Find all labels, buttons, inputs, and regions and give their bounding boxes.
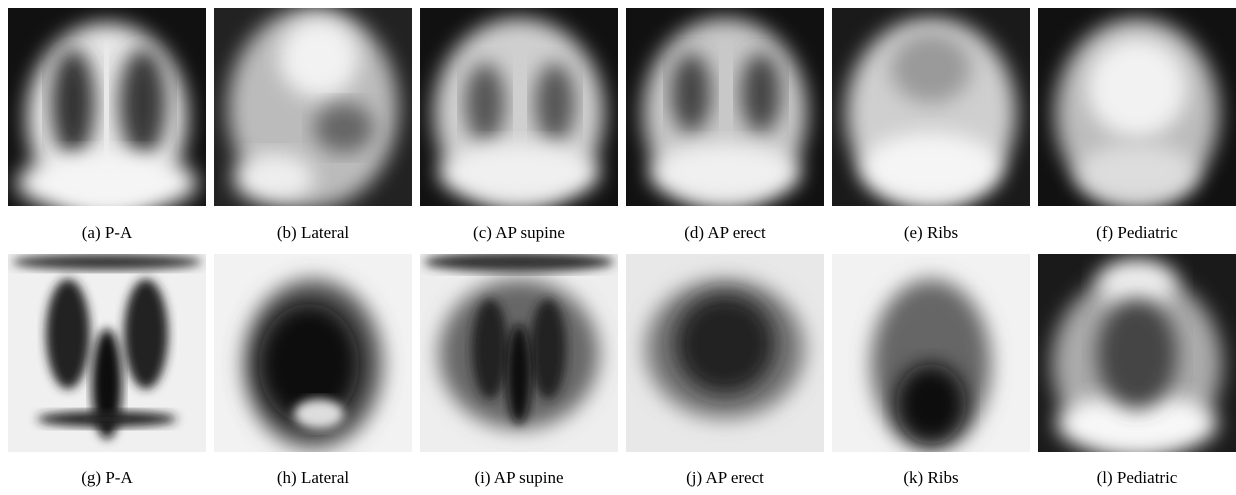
panel-caption: (f) Pediatric xyxy=(1096,223,1178,242)
image-shade xyxy=(124,279,168,389)
image-shade xyxy=(51,48,95,158)
image-shade xyxy=(741,53,781,133)
image-shade xyxy=(530,299,566,399)
image-shade xyxy=(12,254,202,270)
image-shade xyxy=(314,103,374,153)
image-shade xyxy=(279,18,359,98)
panel-caption: (a) P-A xyxy=(82,223,133,242)
image-shade xyxy=(294,399,344,429)
xray-image xyxy=(8,254,206,452)
xray-image xyxy=(832,8,1030,208)
image-shade xyxy=(234,153,314,203)
xray-image xyxy=(8,8,206,213)
image-shade xyxy=(37,411,177,427)
image-shade xyxy=(472,299,508,399)
image-shade xyxy=(17,153,197,213)
figure: (a) P-A (b) Lateral (c) AP supine (d) AP er… xyxy=(0,0,1236,495)
panel-caption: (k) Ribs xyxy=(903,468,958,487)
xray-image xyxy=(420,8,618,208)
image-shade xyxy=(46,279,90,389)
image-shade xyxy=(535,63,575,143)
xray-image xyxy=(626,8,824,208)
panel-caption: (e) Ribs xyxy=(904,223,958,242)
panel-caption: (h) Lateral xyxy=(277,468,349,487)
image-shade xyxy=(896,364,966,444)
panel-caption: (b) Lateral xyxy=(277,223,349,242)
image-shade xyxy=(424,252,614,272)
panel-caption: (d) AP erect xyxy=(684,223,766,242)
image-shade xyxy=(671,53,711,133)
image-shade xyxy=(465,63,505,143)
image-shade xyxy=(439,143,599,203)
image-shade xyxy=(507,324,531,424)
image-shade xyxy=(119,48,167,158)
panel-caption: (i) AP supine xyxy=(474,468,563,487)
panel-caption: (l) Pediatric xyxy=(1097,468,1178,487)
image-shade xyxy=(650,143,800,203)
image-shade xyxy=(1077,143,1197,203)
panel-caption: (c) AP supine xyxy=(473,223,565,242)
image-shade xyxy=(675,294,775,394)
panel-caption: (g) P-A xyxy=(81,468,133,487)
image-shade xyxy=(1097,299,1177,409)
image-shade xyxy=(891,33,971,103)
xray-image xyxy=(832,254,1030,452)
xray-image xyxy=(626,254,824,452)
xray-image xyxy=(214,254,412,452)
panel-caption: (j) AP erect xyxy=(686,468,764,487)
xray-image xyxy=(420,252,618,452)
xray-image xyxy=(214,8,412,208)
image-shade xyxy=(861,133,1001,203)
image-shade xyxy=(1087,38,1187,138)
xray-image xyxy=(1038,8,1236,208)
xray-image xyxy=(1038,254,1236,454)
